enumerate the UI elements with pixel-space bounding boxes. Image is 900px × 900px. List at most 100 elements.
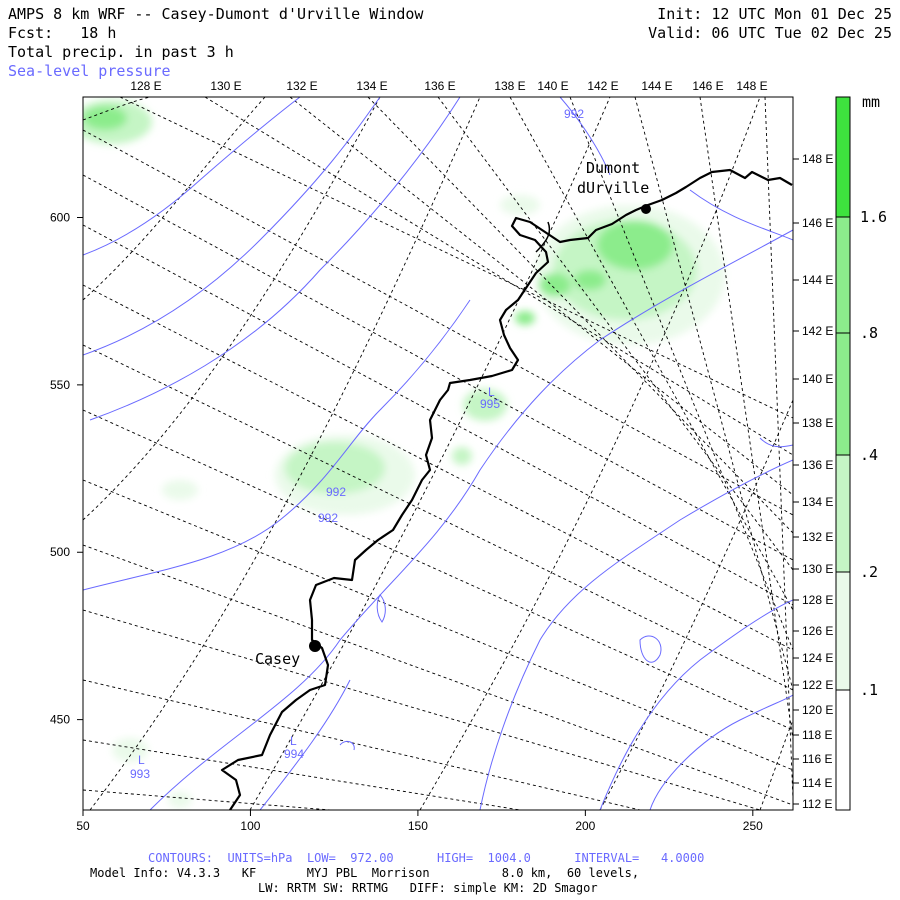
colorbar-level-label: .1 (860, 681, 878, 699)
latitude-line (83, 97, 381, 521)
contour-label: 992 (326, 485, 346, 499)
right-lon-label: 148 E (802, 152, 833, 166)
valid-time: Valid: 06 UTC Tue 02 Dec 25 (648, 24, 892, 42)
longitude-line (437, 97, 793, 571)
longitude-line (699, 97, 793, 741)
x-tick-label: 150 (408, 819, 428, 833)
precip-field (83, 100, 725, 808)
right-lon-label: 122 E (802, 678, 833, 692)
top-lon-label: 134 E (356, 79, 387, 93)
colorbar-frame (835, 96, 851, 811)
longitude-line (83, 479, 793, 771)
right-lon-label: 128 E (802, 593, 833, 607)
dumont-label-line2: dUrville (577, 179, 649, 197)
colorbar-unit: mm (862, 93, 880, 111)
low-marker: L (138, 753, 145, 767)
y-tick-label: 450 (50, 713, 70, 727)
latitude-line (249, 97, 611, 810)
x-tick-label: 250 (743, 819, 763, 833)
casey-marker (309, 640, 321, 652)
model-info: Model Info: V4.3.3 KF MYJ PBL Morrison 8… (90, 866, 640, 880)
coastline (220, 168, 793, 810)
low-marker: L (290, 734, 297, 748)
right-lon-label: 114 E (802, 776, 832, 790)
dumont-durville-marker (641, 204, 651, 214)
y-tick-label: 600 (50, 211, 70, 225)
slp-contours (83, 97, 793, 810)
low-marker: L (488, 385, 495, 399)
colorbar-level-label: .2 (860, 563, 878, 581)
longitude-line (83, 789, 331, 810)
colorbar-swatch (836, 97, 850, 217)
longitude-line (289, 97, 793, 496)
latitude-line (83, 97, 266, 301)
init-time: Init: 12 UTC Mon 01 Dec 25 (657, 5, 892, 23)
longitude-line (83, 224, 793, 606)
colorbar-swatch (836, 217, 850, 455)
y-tick-label: 500 (50, 545, 70, 559)
y-tick-label: 550 (50, 378, 70, 392)
top-lon-label: 138 E (494, 79, 525, 93)
colorbar-swatch (836, 690, 850, 810)
right-lon-label: 136 E (802, 458, 833, 472)
right-lon-label: 144 E (802, 273, 833, 287)
latlon-grid (83, 97, 793, 810)
right-lon-label: 118 E (802, 728, 832, 742)
latitude-line (419, 97, 761, 810)
right-lon-label: 116 E (802, 752, 832, 766)
top-lon-label: 148 E (736, 79, 767, 93)
top-lon-label: 132 E (286, 79, 317, 93)
colorbar-swatch (836, 455, 850, 572)
top-lon-label: 130 E (210, 79, 241, 93)
longitude-line (83, 174, 793, 561)
top-lon-label: 136 E (424, 79, 455, 93)
right-lon-label: 120 E (802, 703, 833, 717)
right-lon-label: 142 E (802, 324, 833, 338)
latitude-line (83, 97, 151, 121)
dumont-label-line1: Dumont (586, 159, 640, 177)
contour-label: 995 (480, 397, 500, 411)
contour-label: 993 (130, 767, 150, 781)
top-lon-label: 140 E (537, 79, 568, 93)
top-lon-label: 146 E (692, 79, 723, 93)
right-lon-label: 140 E (802, 372, 833, 386)
top-lon-label: 142 E (587, 79, 618, 93)
forecast-hour: Fcst: 18 h (8, 24, 117, 42)
field-name: Total precip. in past 3 h (8, 43, 234, 61)
longitude-line (83, 544, 793, 806)
longitude-line (83, 739, 521, 810)
map-frame (82, 96, 794, 811)
colorbar: mm .1 .2 .4 .8 1.6 (835, 93, 887, 811)
latitude-line (759, 719, 793, 810)
longitude-line (764, 97, 793, 801)
right-lon-label: 146 E (802, 216, 833, 230)
colorbar-swatch (836, 572, 850, 690)
right-lon-label: 126 E (802, 624, 833, 638)
top-lon-label: 144 E (641, 79, 672, 93)
longitude-line (83, 129, 793, 516)
longitude-line (119, 97, 793, 419)
longitude-line (83, 409, 793, 731)
map-title: AMPS 8 km WRF -- Casey-Dumont d'Urville … (8, 5, 424, 23)
colorbar-level-label: .4 (860, 446, 878, 464)
physics-info: LW: RRTM SW: RRTMG DIFF: simple KM: 2D S… (258, 881, 598, 895)
contour-label: 992 (564, 107, 584, 121)
right-lon-label: 130 E (802, 562, 833, 576)
colorbar-level-label: 1.6 (860, 208, 887, 226)
contour-label: 992 (318, 511, 338, 525)
contour-label: 994 (284, 747, 304, 761)
longitude-line (83, 609, 761, 810)
longitude-line (204, 97, 793, 456)
longitude-line (83, 679, 641, 810)
top-lon-label: 128 E (130, 79, 161, 93)
longitude-line (634, 97, 793, 691)
colorbar-level-label: .8 (860, 324, 878, 342)
right-lon-label: 112 E (802, 797, 832, 811)
x-tick-label: 100 (240, 819, 260, 833)
right-lon-label: 134 E (802, 495, 833, 509)
right-lon-label: 138 E (802, 416, 833, 430)
axes: 50 100 150 200 250 450 500 550 600 128 E 130 E 132 … (50, 79, 833, 833)
casey-label: Casey (255, 650, 300, 668)
contour-info: CONTOURS: UNITS=hPa LOW= 972.00 HIGH= 10… (148, 851, 705, 865)
